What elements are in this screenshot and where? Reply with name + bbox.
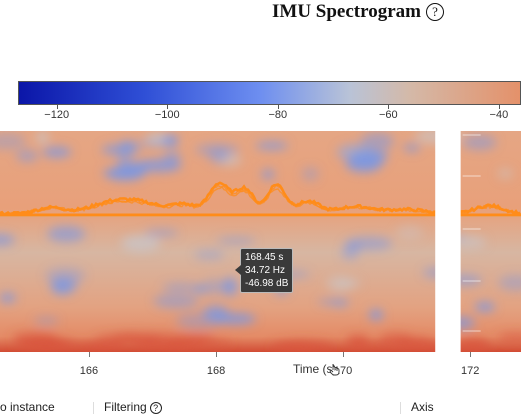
- x-axis: 166 168 170 172: [0, 352, 521, 382]
- bottom-panels: o instance Filtering ? Axis: [0, 394, 521, 414]
- chart-title-bar: IMU Spectrogram ?: [272, 0, 444, 24]
- spectrogram-cell: [194, 249, 225, 260]
- colorbar-tick: [167, 105, 169, 109]
- spectrogram-cell: [474, 302, 495, 312]
- colorbar-tick: [498, 105, 500, 109]
- x-axis-title: Time (s): [293, 362, 337, 376]
- frequency-trace: [0, 181, 521, 217]
- spectrogram-cell: [348, 342, 408, 349]
- x-tick-label: 172: [460, 365, 480, 377]
- spectrogram-cell: [497, 167, 514, 180]
- instance-label: o instance: [0, 400, 55, 414]
- colorbar-tick: [56, 105, 58, 109]
- spectrogram-background: [0, 131, 521, 352]
- filtering-label: Filtering: [104, 400, 147, 414]
- trace-line: [0, 186, 521, 216]
- spectrogram-cell: [0, 292, 16, 303]
- instance-panel[interactable]: o instance: [0, 394, 55, 414]
- tooltip-time: 168.45 s: [245, 252, 284, 263]
- spectrogram-cell: [20, 337, 80, 352]
- filtering-panel[interactable]: Filtering ?: [104, 394, 162, 414]
- spectrogram-cell: [346, 334, 370, 343]
- spectrogram-cell: [369, 309, 384, 321]
- spectrogram-cell: [118, 147, 131, 166]
- spectrogram-cell: [216, 237, 256, 245]
- filtering-help-icon[interactable]: ?: [149, 402, 162, 414]
- spectrogram-cell: [34, 317, 59, 325]
- axis-label: Axis: [411, 400, 434, 414]
- spectrogram-cell: [208, 148, 229, 164]
- right-grid-marks: [462, 134, 481, 332]
- spectrogram-cell: [301, 166, 319, 182]
- tooltip-level: -46.98 dB: [245, 278, 289, 289]
- spectrogram-cell: [126, 339, 161, 347]
- colorbar-tick: [388, 105, 390, 109]
- page-title: IMU Spectrogram: [272, 1, 421, 22]
- spectrogram-cell: [16, 149, 39, 162]
- colorbar: −120 −100 −80 −60 −40: [18, 81, 521, 121]
- spectrogram-cell: [202, 305, 229, 322]
- spectrogram-cell: [395, 225, 424, 240]
- spectrogram-cell: [163, 339, 207, 352]
- spectrogram-cell: [42, 146, 72, 158]
- spectrogram-cell: [255, 141, 289, 151]
- help-icon[interactable]: ?: [425, 3, 444, 21]
- x-tick: [343, 352, 345, 357]
- spectrogram-cell: [162, 283, 198, 291]
- spectrogram-plot[interactable]: [0, 131, 521, 352]
- spectrogram-cell: [144, 229, 179, 237]
- spectrogram-cell: [129, 140, 178, 147]
- data-gap: [435, 131, 461, 352]
- spectrogram-cell: [153, 293, 199, 309]
- x-tick: [88, 352, 90, 357]
- spectrogram-cell: [462, 134, 497, 151]
- colorbar-tick: [277, 105, 279, 109]
- x-tick: [216, 352, 218, 357]
- axis-panel[interactable]: Axis: [411, 394, 434, 414]
- spectrogram-cell: [202, 279, 226, 295]
- panel-divider: [400, 402, 401, 414]
- colorbar-tick-label: −100: [154, 109, 180, 121]
- hover-tooltip: 168.45 s 34.72 Hz -46.98 dB: [234, 248, 294, 293]
- spectrogram-cell: [47, 225, 86, 243]
- spectrogram-cell: [121, 235, 161, 252]
- spectrogram-cell: [76, 340, 126, 352]
- panel-divider: [93, 402, 94, 414]
- spectrogram-cell: [222, 277, 238, 296]
- spectrogram-cell: [497, 332, 521, 343]
- spectrogram-cell: [112, 332, 164, 341]
- spectrogram-cell: [346, 236, 393, 251]
- colorbar-tick-label: −120: [44, 109, 70, 121]
- spectrogram-cell: [360, 132, 394, 151]
- tooltip-frequency: 34.72 Hz: [245, 265, 286, 276]
- spectrogram-cell: [0, 133, 27, 150]
- spectrogram-cell: [498, 274, 521, 291]
- spectrogram-cell: [379, 333, 414, 345]
- spectrogram-cell: [51, 283, 73, 295]
- spectrogram-cell: [317, 298, 350, 306]
- spectrogram-cell: [269, 343, 313, 352]
- spectrogram-cell: [403, 143, 421, 152]
- x-tick: [470, 352, 472, 357]
- colorbar-tick-label: −60: [378, 109, 398, 121]
- x-tick-label: 168: [206, 365, 226, 377]
- spectrogram-cell: [341, 246, 359, 260]
- colorbar-gradient: [18, 81, 521, 105]
- spectrogram-cell: [326, 276, 353, 292]
- spectrogram-cell: [261, 169, 275, 180]
- spectrogram-cell: [106, 167, 145, 181]
- spectrogram-cell: [0, 234, 15, 246]
- spectrogram-cell: [454, 339, 491, 352]
- hand-cursor-icon: [329, 364, 340, 376]
- spectrogram-cell: [36, 131, 49, 144]
- spectrogram-svg[interactable]: [0, 131, 521, 352]
- colorbar-tick-label: −80: [268, 109, 288, 121]
- colorbar-tick-label: −40: [489, 109, 509, 121]
- x-tick-label: 166: [79, 365, 99, 377]
- spectrogram-cell: [349, 149, 387, 168]
